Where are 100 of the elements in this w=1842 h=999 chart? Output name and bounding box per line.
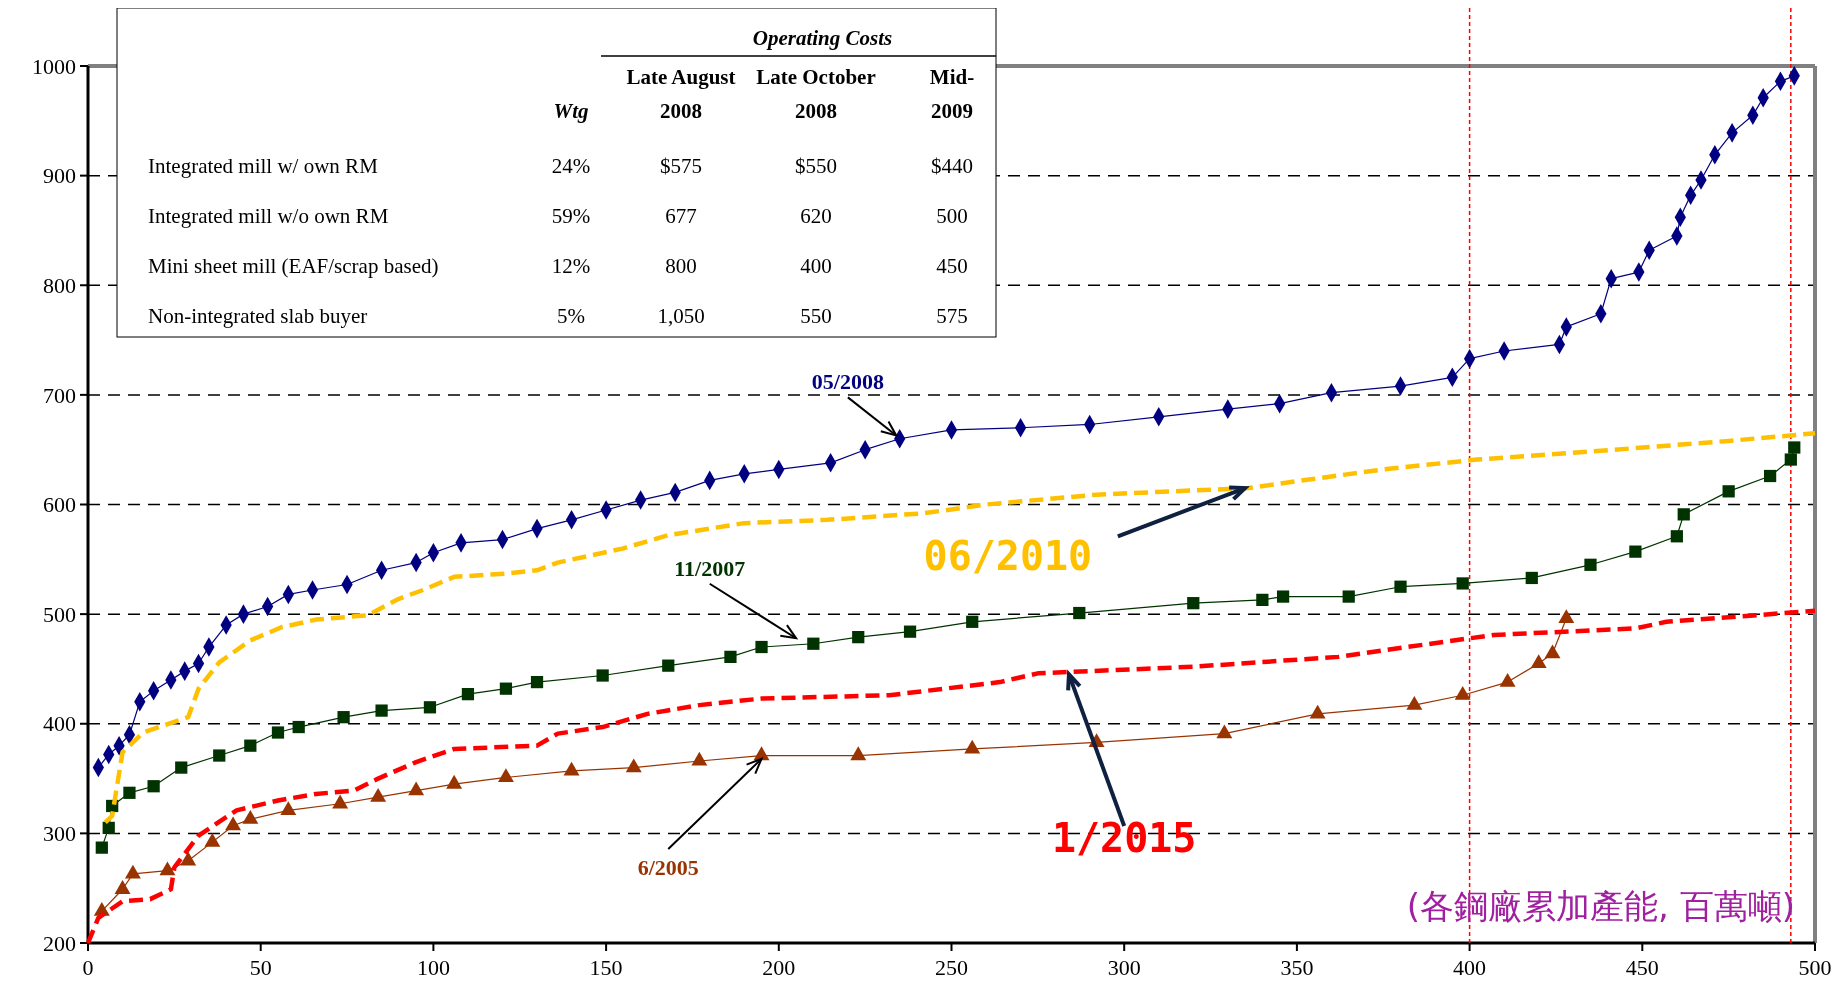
point bbox=[102, 821, 115, 835]
point bbox=[596, 669, 609, 682]
x-tick-label: 400 bbox=[1453, 955, 1487, 980]
point bbox=[1309, 704, 1326, 719]
point bbox=[159, 861, 176, 876]
point bbox=[1722, 485, 1735, 498]
annotation: 677 bbox=[665, 204, 697, 228]
point bbox=[1558, 609, 1575, 624]
point bbox=[332, 794, 349, 809]
point bbox=[807, 637, 820, 650]
point bbox=[850, 746, 867, 761]
point bbox=[446, 774, 463, 789]
annotation: Late October 2008 bbox=[756, 65, 876, 123]
point bbox=[95, 841, 108, 854]
point bbox=[1499, 672, 1516, 687]
series-label: 06/2010 bbox=[923, 533, 1093, 580]
point bbox=[1525, 571, 1538, 585]
point bbox=[370, 788, 387, 802]
point bbox=[964, 739, 981, 754]
annotation: (各鋼廠累加產能, 百萬噸) bbox=[1406, 886, 1795, 926]
point bbox=[204, 832, 221, 847]
point bbox=[1670, 530, 1683, 543]
point bbox=[242, 809, 259, 824]
point bbox=[1530, 654, 1547, 669]
y-tick-label: 800 bbox=[43, 272, 76, 298]
point bbox=[280, 801, 297, 815]
point bbox=[461, 688, 475, 701]
y-tick-label: 400 bbox=[43, 711, 76, 737]
annotation: 1,050 bbox=[657, 304, 705, 328]
point bbox=[1456, 577, 1469, 590]
point bbox=[271, 726, 285, 739]
y-tick-label: 600 bbox=[43, 492, 76, 518]
point bbox=[1544, 644, 1561, 659]
point bbox=[530, 675, 544, 689]
annotation: $575 bbox=[660, 154, 702, 178]
annotation: 5% bbox=[557, 304, 585, 328]
point bbox=[423, 701, 437, 714]
point bbox=[497, 768, 514, 783]
x-tick-label: 500 bbox=[1798, 955, 1832, 980]
annotation: 500 bbox=[936, 204, 968, 228]
x-tick-label: 450 bbox=[1625, 955, 1659, 980]
y-tick-label: 200 bbox=[43, 930, 76, 956]
point bbox=[1073, 606, 1086, 620]
point bbox=[408, 781, 425, 796]
x-tick-label: 150 bbox=[589, 955, 623, 980]
point bbox=[1788, 441, 1801, 454]
point bbox=[1187, 597, 1200, 610]
point bbox=[755, 640, 768, 654]
annotation: 800 bbox=[665, 254, 697, 278]
point bbox=[225, 816, 242, 831]
point bbox=[175, 761, 188, 774]
text: 6/2005 bbox=[637, 855, 699, 881]
point bbox=[292, 720, 305, 734]
point bbox=[724, 650, 737, 663]
x-tick-label: 200 bbox=[762, 955, 796, 980]
annotation: 575 bbox=[936, 304, 968, 328]
text: 11/2007 bbox=[674, 555, 746, 581]
annotation: Integrated mill w/ own RM bbox=[148, 154, 379, 178]
point bbox=[1276, 590, 1290, 603]
x-tick-label: 0 bbox=[82, 955, 94, 980]
point bbox=[1342, 590, 1355, 603]
point bbox=[180, 851, 197, 866]
point bbox=[499, 682, 513, 695]
point bbox=[1629, 545, 1642, 558]
annotation: 24% bbox=[551, 154, 591, 178]
point bbox=[213, 749, 226, 762]
x-tick-label: 100 bbox=[416, 955, 450, 980]
annotation: 400 bbox=[800, 254, 832, 278]
point bbox=[903, 625, 917, 638]
point bbox=[1406, 695, 1423, 710]
x-tick-label: 50 bbox=[249, 955, 272, 980]
annotation: 450 bbox=[936, 254, 968, 278]
point bbox=[662, 659, 675, 672]
annotation: 12% bbox=[551, 254, 591, 278]
y-tick-label: 300 bbox=[43, 821, 76, 847]
y-tick-label: 500 bbox=[43, 601, 76, 627]
point bbox=[123, 786, 136, 799]
y-tick-label: 900 bbox=[43, 163, 76, 189]
point bbox=[244, 739, 257, 752]
annotation: Non-integrated slab buyer bbox=[148, 304, 368, 328]
point bbox=[691, 751, 708, 766]
point bbox=[1584, 558, 1597, 571]
series-label: 05/2008 bbox=[811, 369, 884, 395]
x-tick-label: 250 bbox=[935, 955, 968, 980]
text: 1/2015 bbox=[1051, 815, 1197, 862]
point bbox=[966, 615, 979, 628]
point bbox=[124, 864, 141, 879]
annotation: Mini sheet mill (EAF/scrap based) bbox=[148, 254, 439, 278]
point bbox=[1256, 593, 1269, 606]
point bbox=[1784, 453, 1797, 466]
point bbox=[1394, 580, 1407, 593]
point bbox=[337, 711, 350, 724]
point bbox=[375, 704, 388, 717]
point bbox=[753, 746, 770, 761]
point bbox=[625, 758, 642, 773]
x-tick-label: 300 bbox=[1107, 955, 1141, 980]
y-tick-label: 700 bbox=[43, 382, 76, 408]
point bbox=[147, 780, 160, 793]
x-tick-label: 350 bbox=[1280, 955, 1314, 980]
text: Operating Costs bbox=[752, 26, 893, 50]
